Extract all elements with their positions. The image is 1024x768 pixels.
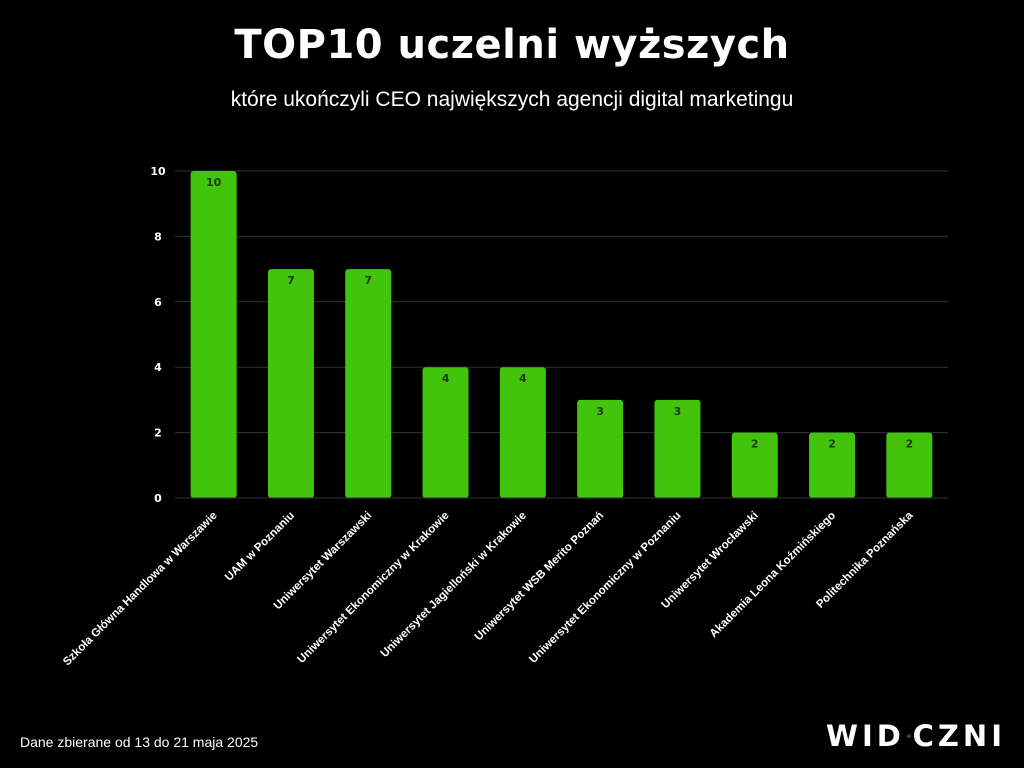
- bar-value-label: 4: [519, 372, 527, 385]
- x-tick-label: Akademia Leona Koźmińskiego: [708, 510, 838, 640]
- bar-value-label: 10: [206, 176, 222, 189]
- bar: [577, 399, 624, 498]
- bar: [654, 399, 701, 498]
- bar: [422, 367, 469, 498]
- bar: [886, 432, 933, 498]
- x-tick-label: UAM w Poznaniu: [223, 510, 297, 584]
- brand-logo: WID CZNI: [826, 716, 1006, 756]
- bar-value-label: 2: [751, 438, 759, 451]
- bar-value-label: 2: [828, 438, 836, 451]
- bar: [190, 171, 237, 498]
- y-tick-label: 4: [154, 361, 162, 374]
- y-tick-label: 0: [154, 492, 162, 505]
- bar-value-label: 7: [287, 274, 295, 287]
- y-tick-label: 2: [154, 427, 162, 440]
- bar-value-label: 4: [442, 372, 450, 385]
- bar-value-label: 3: [674, 405, 682, 418]
- bar: [731, 432, 778, 498]
- bar-value-label: 2: [906, 438, 914, 451]
- bar: [809, 432, 856, 498]
- y-tick-label: 8: [154, 230, 162, 243]
- bar: [345, 269, 392, 498]
- y-tick-label: 6: [154, 296, 162, 309]
- x-tick-label: Uniwersytet Ekonomiczny w Krakowie: [295, 510, 451, 666]
- data-source-note: Dane zbierane od 13 do 21 maja 2025: [20, 734, 259, 750]
- bar-value-label: 3: [596, 405, 604, 418]
- bar: [267, 269, 314, 498]
- bar: [499, 367, 546, 498]
- x-tick-label: Uniwersytet WSB Merito Poznań: [473, 510, 607, 644]
- logo-text-right: CZNI: [912, 719, 1006, 753]
- x-tick-label: Szkoła Główna Handlowa w Warszawie: [61, 510, 220, 669]
- x-tick-label: Uniwersytet Jagielloński w Krakowie: [379, 510, 529, 660]
- chart-title: TOP10 uczelni wyższych: [234, 22, 790, 68]
- snail-icon: [907, 734, 911, 738]
- chart-subtitle: które ukończyli CEO największych agencji…: [230, 88, 794, 111]
- bar-value-label: 7: [364, 274, 372, 287]
- x-tick-label: Uniwersytet Ekonomiczny w Poznaniu: [527, 510, 683, 666]
- logo-text-left: WID: [826, 719, 905, 753]
- y-tick-label: 10: [150, 165, 166, 178]
